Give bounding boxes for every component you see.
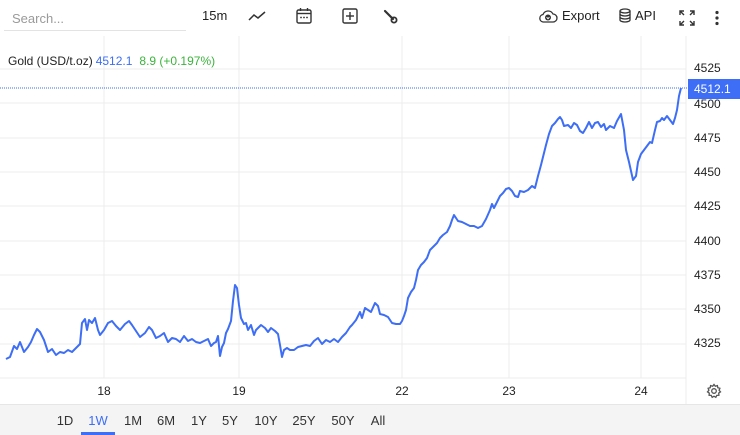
search-input[interactable]	[4, 6, 186, 31]
range-5y[interactable]: 5Y	[222, 413, 238, 428]
y-axis-label: 4350	[694, 302, 721, 316]
range-bar: 1D 1W 1M 6M 1Y 5Y 10Y 25Y 50Y All	[0, 404, 740, 435]
price-change: 8.9 (+0.197%)	[139, 54, 216, 68]
y-axis-label: 4500	[694, 97, 721, 111]
y-axis-label: 4400	[694, 234, 721, 248]
range-6m[interactable]: 6M	[156, 413, 176, 428]
last-price-tag: 4512.1	[688, 79, 740, 99]
x-axis-label: 19	[232, 384, 246, 398]
grid	[0, 36, 687, 404]
range-10y[interactable]: 10Y	[254, 413, 278, 428]
y-axis-label: 4325	[694, 336, 721, 350]
more-vertical-icon[interactable]	[714, 10, 720, 26]
price-line	[5, 87, 682, 360]
range-50y[interactable]: 50Y	[331, 413, 355, 428]
range-1d[interactable]: 1D	[56, 413, 74, 428]
line-chart-icon[interactable]	[248, 10, 266, 22]
range-25y[interactable]: 25Y	[292, 413, 316, 428]
x-axis-label: 18	[97, 384, 111, 398]
x-axis-label: 22	[395, 384, 409, 398]
export-button[interactable]: Export	[538, 8, 600, 23]
current-price: 4512.1	[95, 54, 133, 68]
expand-icon[interactable]	[679, 10, 695, 26]
instrument-name: Gold (USD/t.oz)	[8, 54, 93, 68]
range-1y[interactable]: 1Y	[191, 413, 207, 428]
plus-square-icon[interactable]	[342, 8, 358, 24]
database-icon	[619, 8, 631, 23]
range-1w[interactable]: 1W	[88, 413, 108, 428]
api-button[interactable]: API	[619, 8, 656, 23]
export-label: Export	[562, 8, 600, 23]
y-axis-label: 4475	[694, 131, 721, 145]
y-axis-label: 4525	[694, 61, 721, 75]
legend: Gold (USD/t.oz) 4512.1 8.9 (+0.197%)	[8, 54, 215, 68]
x-axis-label: 24	[634, 384, 648, 398]
y-axis-label: 4450	[694, 165, 721, 179]
y-axis-label: 4425	[694, 199, 721, 213]
interval-selector[interactable]: 15m	[202, 8, 228, 23]
x-axis-label: 23	[502, 384, 516, 398]
calendar-icon[interactable]	[296, 7, 312, 24]
gear-icon[interactable]	[706, 383, 722, 404]
api-label: API	[635, 8, 656, 23]
y-axis-label: 4375	[694, 268, 721, 282]
cloud-download-icon	[539, 9, 558, 23]
price-chart[interactable]	[0, 0, 740, 404]
range-all[interactable]: All	[370, 413, 386, 428]
wrench-icon[interactable]	[383, 9, 398, 24]
range-1m[interactable]: 1M	[123, 413, 143, 428]
toolbar: 15m Export API	[0, 0, 740, 36]
